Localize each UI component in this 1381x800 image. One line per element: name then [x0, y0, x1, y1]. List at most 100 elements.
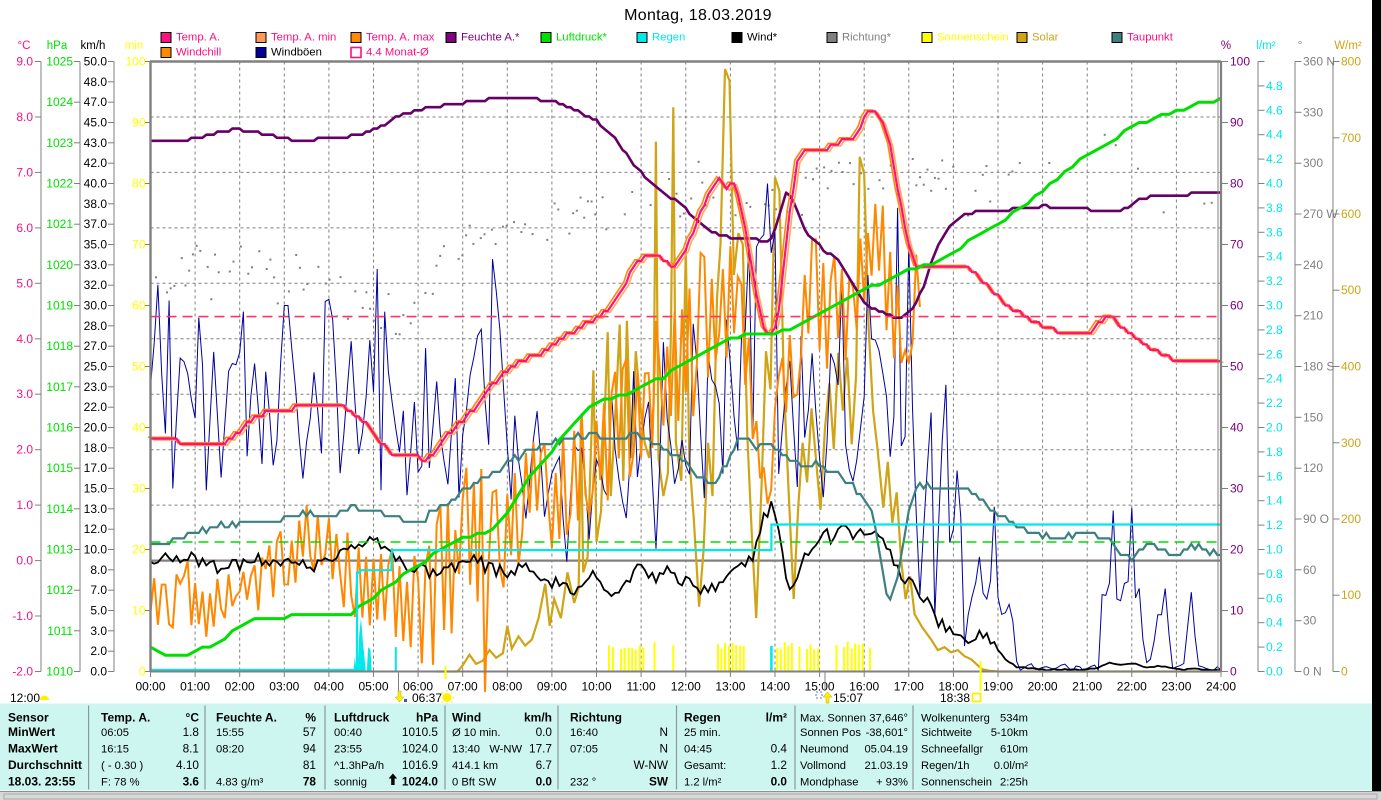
svg-text:0: 0 — [139, 665, 146, 679]
svg-text:240: 240 — [1303, 258, 1323, 272]
svg-text:05.04.19: 05.04.19 — [864, 744, 908, 756]
svg-text:80: 80 — [1230, 177, 1244, 191]
svg-text:70: 70 — [132, 238, 146, 252]
svg-text:06:00: 06:00 — [403, 680, 433, 694]
svg-text:42.0: 42.0 — [84, 156, 108, 170]
svg-text:1.4: 1.4 — [1266, 494, 1283, 508]
svg-text:1015: 1015 — [46, 461, 73, 475]
svg-text:7.0: 7.0 — [90, 583, 107, 597]
svg-text:W-NW: W-NW — [633, 758, 668, 772]
svg-text:15.0: 15.0 — [84, 482, 108, 496]
svg-text:3.4: 3.4 — [1266, 250, 1283, 264]
svg-text:100: 100 — [125, 55, 145, 69]
svg-text:15:55: 15:55 — [216, 727, 244, 739]
svg-text:09:00: 09:00 — [537, 680, 567, 694]
svg-text:2.0: 2.0 — [90, 644, 107, 658]
svg-text:25.0: 25.0 — [84, 360, 108, 374]
svg-text:16:40: 16:40 — [570, 727, 598, 739]
svg-text:21:00: 21:00 — [1072, 680, 1102, 694]
svg-text:47.0: 47.0 — [84, 95, 108, 109]
svg-text:13:40 W-NW: 13:40 W-NW — [452, 744, 522, 756]
svg-text:25 min.: 25 min. — [684, 727, 721, 739]
svg-text:12.0: 12.0 — [84, 522, 108, 536]
svg-text:Mondphase: Mondphase — [800, 777, 858, 789]
svg-text:200: 200 — [1341, 512, 1361, 526]
svg-text:90: 90 — [1230, 116, 1244, 130]
svg-text:Luftdruck*: Luftdruck* — [556, 32, 607, 44]
svg-text:4.8: 4.8 — [1266, 79, 1283, 93]
svg-text:5-10km: 5-10km — [991, 727, 1028, 739]
svg-text:48.0: 48.0 — [84, 75, 108, 89]
svg-text:Wind*: Wind* — [747, 32, 778, 44]
svg-text:Max. Sonnen: Max. Sonnen — [800, 713, 866, 725]
svg-text:10.0: 10.0 — [84, 543, 108, 557]
svg-text:0.4: 0.4 — [1266, 616, 1283, 630]
svg-text:12:00: 12:00 — [10, 691, 40, 705]
svg-text:35.0: 35.0 — [84, 238, 108, 252]
svg-text:km/h: km/h — [81, 40, 106, 52]
svg-text:1010: 1010 — [46, 665, 73, 679]
svg-text:Sensor: Sensor — [8, 711, 49, 725]
svg-text:4.0: 4.0 — [16, 332, 33, 346]
svg-text:78: 78 — [303, 775, 317, 789]
svg-text:30: 30 — [1303, 614, 1317, 628]
svg-text:1.2: 1.2 — [1266, 518, 1283, 532]
svg-text:sonnig: sonnig — [334, 777, 367, 789]
svg-text:1011: 1011 — [47, 624, 73, 638]
svg-text:1010.5: 1010.5 — [402, 725, 439, 739]
svg-text:06:05: 06:05 — [101, 727, 129, 739]
svg-text:hPa: hPa — [416, 711, 438, 725]
svg-text:6.7: 6.7 — [536, 758, 552, 772]
svg-text:2.0: 2.0 — [16, 443, 33, 457]
svg-text:1.0: 1.0 — [1266, 543, 1283, 557]
svg-text:90 O: 90 O — [1303, 512, 1329, 526]
svg-text:40: 40 — [1230, 421, 1244, 435]
svg-text:60: 60 — [1303, 563, 1317, 577]
svg-text:2:25h: 2:25h — [1000, 777, 1028, 789]
svg-text:270 W: 270 W — [1303, 207, 1338, 221]
svg-text:8.0: 8.0 — [16, 110, 33, 124]
svg-text:SW: SW — [649, 775, 669, 789]
svg-text:F: 78 %: F: 78 % — [101, 777, 140, 789]
svg-text:0 N: 0 N — [1303, 665, 1322, 679]
svg-text:3.2: 3.2 — [1266, 274, 1283, 288]
svg-text:8.0: 8.0 — [90, 563, 107, 577]
svg-text:4.4: 4.4 — [1266, 128, 1283, 142]
svg-text:Temp. A.: Temp. A. — [176, 32, 220, 44]
svg-text:18:00: 18:00 — [938, 680, 968, 694]
svg-text:04:45: 04:45 — [684, 744, 712, 756]
svg-text:0.2: 0.2 — [1266, 640, 1283, 654]
svg-text:400: 400 — [1341, 360, 1361, 374]
svg-text:2.6: 2.6 — [1266, 347, 1283, 361]
svg-text:16:00: 16:00 — [849, 680, 879, 694]
svg-text:1024: 1024 — [46, 95, 73, 109]
svg-text:MinWert: MinWert — [8, 725, 55, 739]
svg-text:600: 600 — [1341, 207, 1361, 221]
svg-text:1.8: 1.8 — [1266, 445, 1283, 459]
svg-text:0 Bft SW: 0 Bft SW — [452, 777, 497, 789]
svg-text:9.0: 9.0 — [16, 55, 33, 69]
svg-text:3.8: 3.8 — [1266, 201, 1283, 215]
svg-text:414.1 km: 414.1 km — [452, 760, 498, 772]
svg-text:-1.0: -1.0 — [12, 609, 33, 623]
svg-text:94: 94 — [303, 742, 317, 756]
svg-text:1013: 1013 — [46, 543, 73, 557]
svg-text:l/m²: l/m² — [1256, 40, 1275, 52]
svg-text:22.0: 22.0 — [84, 400, 108, 414]
svg-text:Sonnenschein: Sonnenschein — [937, 32, 1009, 44]
svg-text:05:00: 05:00 — [358, 680, 388, 694]
svg-text:0.8: 0.8 — [1266, 567, 1283, 581]
svg-text:17.7: 17.7 — [529, 742, 552, 756]
svg-text:%: % — [1221, 40, 1231, 52]
svg-text:0.0: 0.0 — [16, 554, 33, 568]
svg-text:Temp. A.: Temp. A. — [101, 711, 150, 725]
svg-text:21.03.19: 21.03.19 — [864, 760, 908, 772]
svg-text:12:00: 12:00 — [671, 680, 701, 694]
svg-text:13.0: 13.0 — [84, 502, 108, 516]
svg-text:Wolkenunterg: Wolkenunterg — [921, 713, 990, 725]
svg-text:1017: 1017 — [46, 380, 73, 394]
svg-text:32.0: 32.0 — [84, 278, 108, 292]
svg-text:1021: 1021 — [46, 217, 73, 231]
svg-text:Temp. A. max: Temp. A. max — [366, 32, 435, 44]
svg-text:Feuchte A.*: Feuchte A.* — [461, 32, 520, 44]
